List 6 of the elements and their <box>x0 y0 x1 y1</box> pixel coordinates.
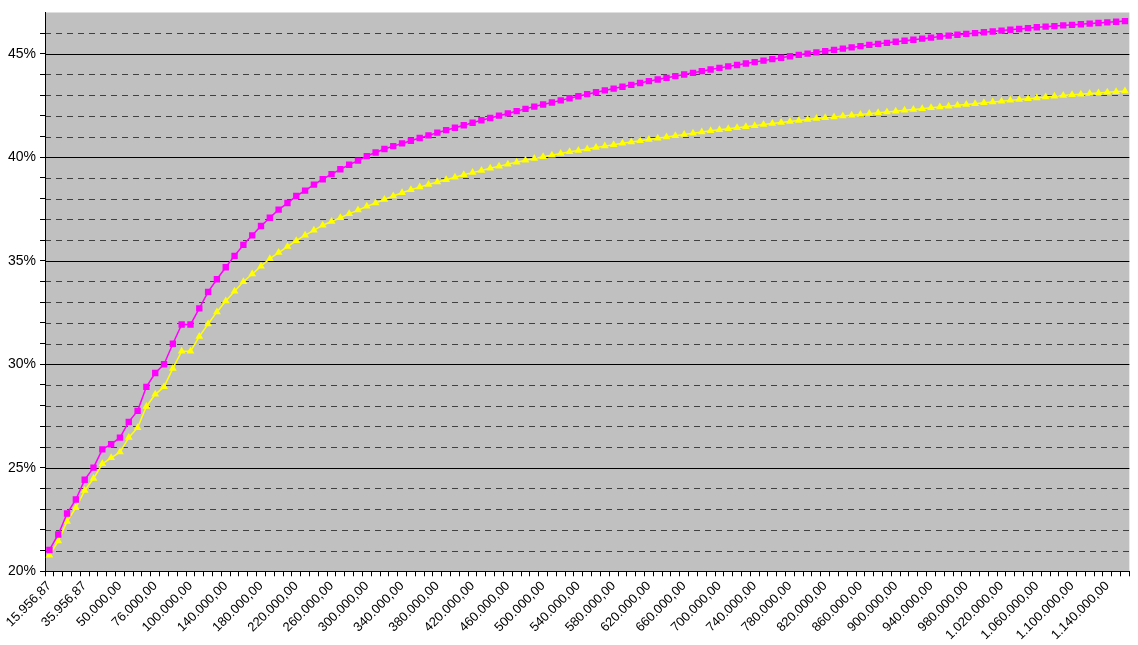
y-tick-label: 25% <box>7 458 37 475</box>
y-tick-label: 40% <box>7 148 37 165</box>
y-tick-label: 30% <box>7 355 37 372</box>
y-tick-label: 35% <box>7 251 37 268</box>
y-tick-label: 20% <box>7 562 37 579</box>
y-tick-label: 45% <box>7 44 37 61</box>
